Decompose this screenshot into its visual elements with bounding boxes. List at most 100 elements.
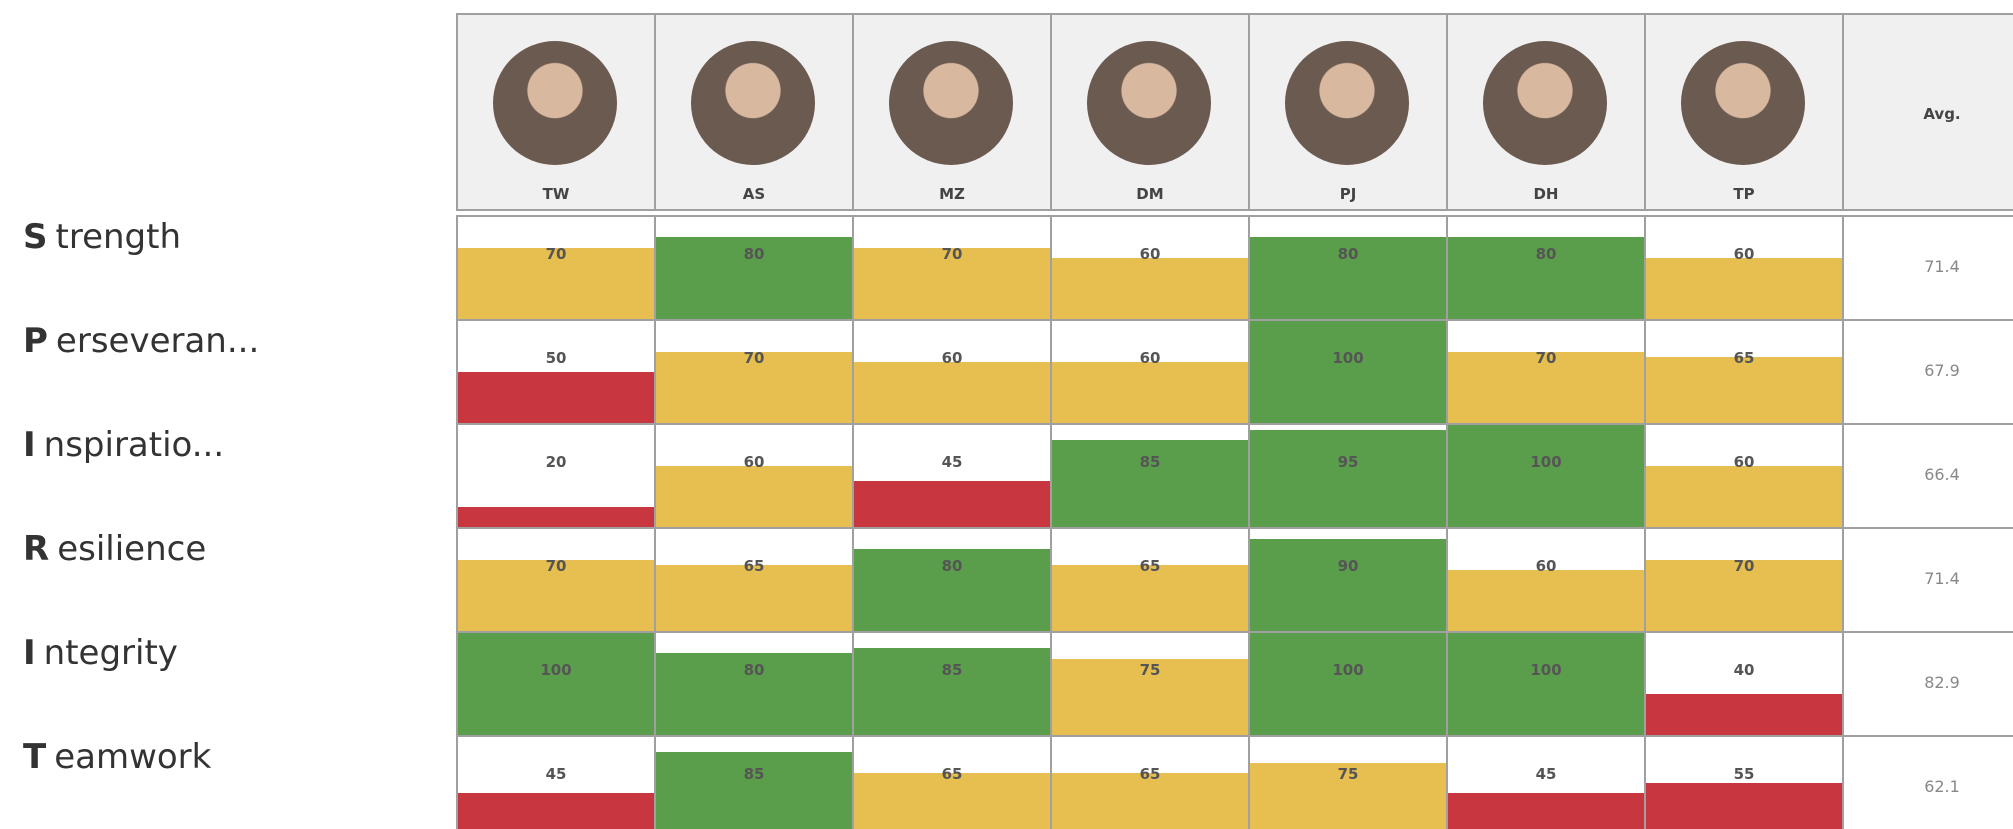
score-value: 55 [1646, 765, 1842, 783]
score-value: 45 [1448, 765, 1644, 783]
initials: TP [1646, 185, 1842, 203]
score-bar [1250, 321, 1446, 423]
column-header: DM [1050, 13, 1250, 211]
avg-value: 71.4 [1844, 569, 2013, 588]
score-value: 60 [1448, 557, 1644, 575]
initials: AS [656, 185, 852, 203]
score-cell: 85 [654, 735, 854, 829]
score-value: 75 [1052, 661, 1248, 679]
score-cell: 70 [1446, 319, 1646, 425]
score-cell: 45 [852, 423, 1052, 529]
avatar [1681, 41, 1805, 165]
score-value: 70 [1448, 349, 1644, 367]
avg-cell: 71.4 [1842, 215, 2013, 321]
avatar [1087, 41, 1211, 165]
avg-value: 62.1 [1844, 777, 2013, 796]
score-cell: 70 [1644, 527, 1844, 633]
score-bar [458, 793, 654, 829]
score-bar [1448, 633, 1644, 735]
avg-value: 67.9 [1844, 361, 2013, 380]
score-cell: 60 [1050, 319, 1250, 425]
row-label: Perseveran... [23, 321, 259, 361]
column-header: MZ [852, 13, 1052, 211]
score-cell: 65 [852, 735, 1052, 829]
row-initial: T [23, 737, 46, 777]
score-value: 70 [854, 245, 1050, 263]
score-cell: 80 [654, 215, 854, 321]
score-bar [1646, 466, 1842, 527]
initials: PJ [1250, 185, 1446, 203]
score-bar [458, 507, 654, 527]
score-cell: 70 [456, 215, 656, 321]
score-bar [1052, 258, 1248, 319]
score-bar [1646, 258, 1842, 319]
score-value: 45 [458, 765, 654, 783]
score-cell: 65 [1050, 735, 1250, 829]
score-value: 65 [656, 557, 852, 575]
avatar [691, 41, 815, 165]
score-bar [656, 752, 852, 829]
row-initial: P [23, 321, 48, 361]
avg-value: 66.4 [1844, 465, 2013, 484]
score-cell: 80 [852, 527, 1052, 633]
avg-value: 82.9 [1844, 673, 2013, 692]
score-value: 70 [656, 349, 852, 367]
score-value: 95 [1250, 453, 1446, 471]
score-value: 100 [458, 661, 654, 679]
score-cell: 60 [1644, 423, 1844, 529]
score-value: 65 [1646, 349, 1842, 367]
row-rest: erseveran... [56, 321, 259, 361]
score-cell: 70 [654, 319, 854, 425]
row-initial: I [23, 425, 36, 465]
score-value: 80 [854, 557, 1050, 575]
score-value: 100 [1448, 453, 1644, 471]
score-value: 85 [656, 765, 852, 783]
initials: MZ [854, 185, 1050, 203]
avg-header: Avg. [1842, 13, 2013, 211]
score-bar [458, 633, 654, 735]
score-cell: 65 [1050, 527, 1250, 633]
score-bar [1448, 793, 1644, 829]
score-value: 60 [656, 453, 852, 471]
score-bar [1250, 633, 1446, 735]
column-header: TP [1644, 13, 1844, 211]
score-bar [1448, 425, 1644, 527]
score-cell: 80 [654, 631, 854, 737]
avg-value: 71.4 [1844, 257, 2013, 276]
score-value: 100 [1250, 349, 1446, 367]
score-cell: 20 [456, 423, 656, 529]
score-value: 80 [1250, 245, 1446, 263]
score-value: 70 [1646, 557, 1842, 575]
score-value: 60 [1052, 349, 1248, 367]
score-value: 45 [854, 453, 1050, 471]
score-cell: 100 [1446, 631, 1646, 737]
score-bar [656, 466, 852, 527]
score-cell: 50 [456, 319, 656, 425]
score-value: 65 [1052, 557, 1248, 575]
score-cell: 60 [1446, 527, 1646, 633]
avg-cell: 82.9 [1842, 631, 2013, 737]
score-cell: 65 [1644, 319, 1844, 425]
score-value: 70 [458, 245, 654, 263]
score-value: 60 [854, 349, 1050, 367]
score-value: 60 [1646, 245, 1842, 263]
score-cell: 90 [1248, 527, 1448, 633]
score-cell: 75 [1248, 735, 1448, 829]
avg-cell: 66.4 [1842, 423, 2013, 529]
score-value: 85 [854, 661, 1050, 679]
row-rest: eamwork [54, 737, 211, 777]
score-cell: 95 [1248, 423, 1448, 529]
initials: DM [1052, 185, 1248, 203]
score-cell: 55 [1644, 735, 1844, 829]
avatar [889, 41, 1013, 165]
row-label: Integrity [23, 633, 178, 673]
score-cell: 60 [852, 319, 1052, 425]
score-bar [1250, 430, 1446, 527]
score-bar [458, 372, 654, 423]
row-rest: esilience [57, 529, 206, 569]
column-header: PJ [1248, 13, 1448, 211]
score-cell: 40 [1644, 631, 1844, 737]
avg-title: Avg. [1844, 105, 2013, 123]
